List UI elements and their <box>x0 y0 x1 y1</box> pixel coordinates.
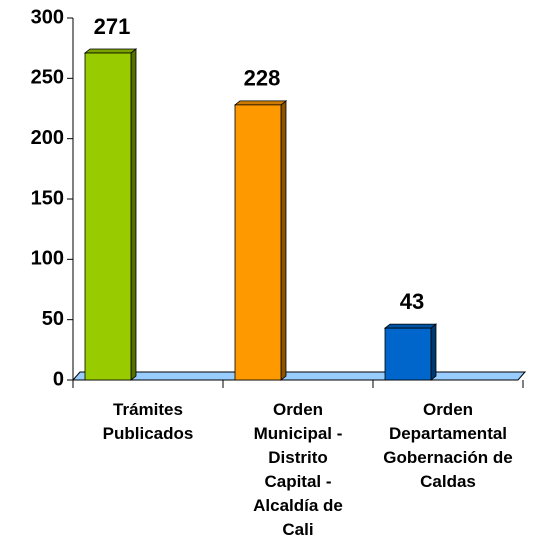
bar-front <box>384 327 432 381</box>
bar-side <box>280 100 287 381</box>
bar <box>83 48 138 381</box>
value-label: 43 <box>400 289 424 314</box>
bar-side <box>430 323 437 381</box>
y-tick-label: 300 <box>31 6 64 28</box>
bar-side <box>130 48 137 381</box>
bar <box>383 323 438 381</box>
x-tick-label: Orden Municipal - Distrito Capital - Alc… <box>253 400 343 539</box>
value-label: 271 <box>94 14 131 39</box>
bar-top <box>83 48 138 54</box>
value-label: 228 <box>244 66 281 91</box>
y-tick-label: 200 <box>31 127 64 149</box>
bar-front <box>84 52 132 381</box>
floor <box>71 371 527 381</box>
bar-top <box>383 323 438 329</box>
y-tick-label: 100 <box>31 248 64 270</box>
y-tick-label: 250 <box>31 67 64 89</box>
bar-front <box>234 104 282 381</box>
bar-top <box>233 100 288 106</box>
bar <box>233 100 288 381</box>
y-tick-label: 50 <box>42 308 64 330</box>
y-tick-label: 0 <box>53 368 64 390</box>
x-tick-label: Trámites Publicados <box>102 400 194 443</box>
x-tick-label: Orden Departamental Gobernación de Calda… <box>383 400 513 491</box>
y-tick-label: 150 <box>31 187 64 209</box>
